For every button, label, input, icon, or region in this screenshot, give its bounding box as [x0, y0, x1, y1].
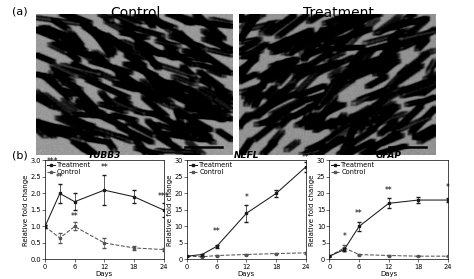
Legend: Treatment, Control: Treatment, Control	[331, 162, 376, 176]
Text: (b): (b)	[12, 151, 27, 161]
Text: *: *	[446, 183, 450, 192]
Text: **: **	[302, 153, 310, 162]
Legend: Treatment, Control: Treatment, Control	[189, 162, 234, 176]
Y-axis label: Relative fold change: Relative fold change	[310, 174, 315, 246]
X-axis label: Days: Days	[238, 271, 255, 277]
Text: *: *	[245, 193, 248, 202]
Title: TUBB3: TUBB3	[88, 151, 121, 160]
Text: Control: Control	[110, 6, 160, 20]
Text: **: **	[71, 211, 79, 220]
X-axis label: Days: Days	[380, 271, 397, 277]
Text: *: *	[342, 232, 346, 241]
Text: **: **	[355, 209, 363, 218]
Title: GFAP: GFAP	[376, 151, 401, 160]
X-axis label: Days: Days	[96, 271, 113, 277]
Legend: Treatment, Control: Treatment, Control	[46, 162, 92, 176]
Y-axis label: Relative fold change: Relative fold change	[23, 174, 29, 246]
Text: ***: ***	[46, 157, 58, 166]
Text: **: **	[385, 186, 392, 195]
Text: **: **	[100, 163, 108, 172]
Text: Treatment: Treatment	[303, 6, 374, 20]
Text: **: **	[213, 227, 221, 236]
Text: ***: ***	[158, 192, 169, 201]
Text: **: **	[56, 173, 64, 182]
Y-axis label: Relative fold change: Relative fold change	[167, 174, 173, 246]
Title: NEFL: NEFL	[234, 151, 259, 160]
Text: (a): (a)	[12, 7, 27, 17]
